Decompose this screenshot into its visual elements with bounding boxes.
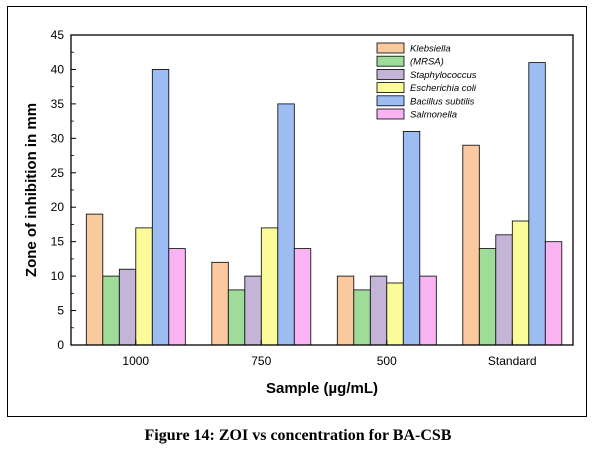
x-tick-label: Standard	[488, 354, 537, 368]
y-tick-label: 20	[51, 200, 65, 214]
x-tick-label: 500	[377, 354, 397, 368]
figure-frame	[7, 6, 587, 417]
bar	[168, 248, 186, 346]
legend-swatch	[376, 95, 405, 107]
bar-chart: 0 5 10 15 20 25 30 35 40 45 1000 750 500 Standard Kle…	[23, 28, 574, 397]
bar	[277, 103, 295, 346]
bar	[293, 248, 312, 346]
y-tick-label: 15	[51, 235, 65, 249]
legend-swatch	[376, 82, 405, 93]
y-tick-label: 0	[57, 338, 64, 352]
bar	[151, 69, 170, 346]
y-tick-label: 25	[51, 166, 65, 180]
bar	[260, 227, 279, 346]
bar	[244, 275, 262, 346]
legend-label: Escherichia coli	[410, 83, 477, 94]
legend-swatch	[376, 42, 405, 54]
y-tick-label: 30	[51, 131, 65, 145]
y-tick-label: 45	[51, 28, 65, 42]
bar	[211, 261, 229, 346]
bar	[353, 289, 371, 346]
y-axis-title: Zone of inhibition in mm	[23, 103, 40, 277]
y-tick-label: 35	[51, 97, 65, 111]
bar	[369, 275, 388, 346]
bar	[511, 220, 530, 346]
x-tick-label: 750	[251, 354, 271, 368]
bar	[544, 241, 563, 346]
bars-layer	[85, 62, 563, 346]
x-axis-title: Sample (µg/mL)	[266, 380, 378, 397]
legend-swatch	[376, 108, 405, 120]
legend-label: Staphylococcus	[410, 70, 477, 81]
legend-label: (MRSA)	[410, 57, 444, 68]
bar	[419, 275, 437, 346]
legend: Klebsiella (MRSA) Staphylococcus Escherichi…	[376, 42, 477, 121]
bar	[478, 248, 497, 346]
bar	[135, 227, 153, 346]
x-tick-label: 1000	[122, 354, 149, 368]
y-tick-label: 10	[51, 269, 65, 283]
bar	[528, 62, 546, 346]
bar	[495, 234, 513, 346]
legend-swatch	[376, 55, 405, 67]
bar	[85, 213, 104, 346]
bar	[462, 144, 480, 346]
legend-label: Klebsiella	[410, 44, 451, 55]
bar	[336, 275, 355, 346]
bar	[227, 289, 246, 346]
y-tick-label: 40	[51, 62, 65, 76]
legend-label: Salmonella	[410, 110, 457, 121]
figure-caption: Figure 14: ZOI vs concentration for BA-C…	[144, 427, 452, 444]
legend-swatch	[376, 69, 405, 80]
bar	[386, 282, 404, 346]
bar	[118, 268, 137, 346]
bar	[102, 275, 120, 346]
y-tick-label: 5	[57, 304, 64, 318]
bar	[402, 130, 421, 346]
axes-layer: 0 5 10 15 20 25 30 35 40 45 1000 750 500 Standard	[51, 28, 574, 368]
legend-label: Bacillus subtilis	[410, 96, 475, 107]
